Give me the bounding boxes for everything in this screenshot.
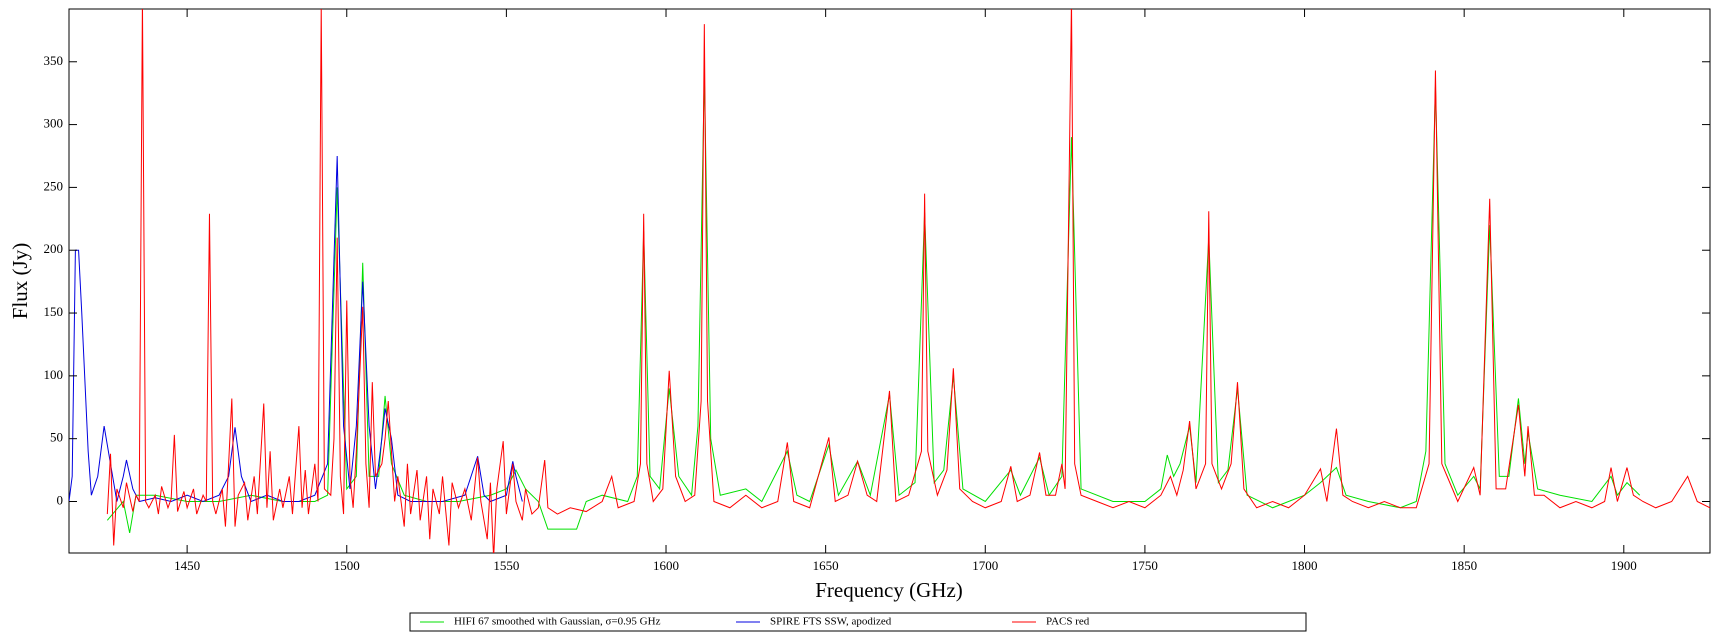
y-tick-label: 150 <box>44 304 64 319</box>
x-tick-label: 1850 <box>1451 558 1477 573</box>
legend-label: SPIRE FTS SSW, apodized <box>770 616 892 628</box>
x-tick-label: 1650 <box>813 558 839 573</box>
series-line <box>69 155 523 503</box>
y-tick-label: 300 <box>44 116 64 131</box>
x-tick-label: 1550 <box>493 558 519 573</box>
legend-box <box>409 612 1307 632</box>
series-line <box>106 9 1710 553</box>
x-axis-label: Frequency (GHz) <box>815 578 963 602</box>
plot-frame <box>68 8 1711 554</box>
y-tick-label: 0 <box>57 492 64 507</box>
x-tick-label: 1700 <box>972 558 998 573</box>
x-tick-label: 1600 <box>653 558 679 573</box>
y-tick-label: 100 <box>44 367 64 382</box>
y-tick-label: 50 <box>50 430 63 445</box>
y-axis-label: Flux (Jy) <box>8 243 32 319</box>
x-tick-label: 1500 <box>334 558 360 573</box>
x-tick-label: 1750 <box>1132 558 1158 573</box>
y-tick-label: 200 <box>44 241 64 256</box>
y-tick-label: 250 <box>44 178 64 193</box>
y-tick-label: 350 <box>44 53 64 68</box>
x-tick-label: 1900 <box>1611 558 1637 573</box>
legend-label: PACS red <box>1046 616 1090 628</box>
plot-lines <box>69 9 1710 553</box>
x-tick-label: 1800 <box>1292 558 1318 573</box>
x-tick-label: 1450 <box>174 558 200 573</box>
legend-label: HIFI 67 smoothed with Gaussian, σ=0.95 G… <box>454 616 661 628</box>
series-line <box>106 74 1641 533</box>
